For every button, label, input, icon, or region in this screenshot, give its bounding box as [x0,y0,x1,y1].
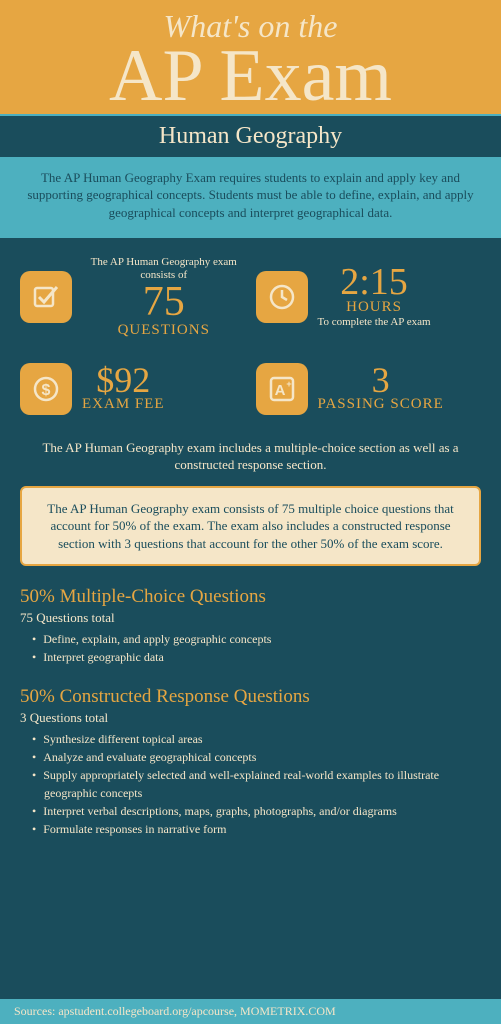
score-number: 3 [318,364,444,396]
main-content: The AP Human Geography exam consists of … [0,238,501,869]
list-item: Interpret geographic data [44,648,481,666]
questions-number: 75 [82,284,246,322]
cr-bullets: Synthesize different topical areas Analy… [20,730,481,838]
mc-bullets: Define, explain, and apply geographic co… [20,630,481,666]
list-item: Supply appropriately selected and well-e… [44,766,481,802]
grade-icon: A+ [256,363,308,415]
list-item: Formulate responses in narrative form [44,820,481,838]
list-item: Interpret verbal descriptions, maps, gra… [44,802,481,820]
sources-footer: Sources: apstudent.collegeboard.org/apco… [0,999,501,1024]
mc-title: 50% Multiple-Choice Questions [20,586,481,608]
fee-word: EXAM FEE [82,396,165,413]
clock-icon [256,271,308,323]
stat-score: A+ 3 PASSING SCORE [256,363,482,415]
header-banner: What's on the AP Exam [0,0,501,114]
svg-text:+: + [286,379,291,389]
list-item: Analyze and evaluate geographical concep… [44,748,481,766]
list-item: Define, explain, and apply geographic co… [44,630,481,648]
intro-text: The AP Human Geography Exam requires stu… [0,159,501,238]
time-sub: To complete the AP exam [318,316,431,329]
questions-lead: The AP Human Geography exam consists of [82,256,246,282]
svg-text:$: $ [42,382,51,399]
list-item: Synthesize different topical areas [44,730,481,748]
stat-questions: The AP Human Geography exam consists of … [20,256,246,339]
questions-word: QUESTIONS [82,322,246,339]
subtitle-bar: Human Geography [0,114,501,159]
time-word: HOURS [318,299,431,316]
stat-time: 2:15 HOURS To complete the AP exam [256,256,482,339]
time-number: 2:15 [318,265,431,299]
fee-number: $92 [82,364,165,396]
dollar-icon: $ [20,363,72,415]
score-word: PASSING SCORE [318,396,444,413]
cr-title: 50% Constructed Response Questions [20,686,481,708]
stat-fee: $ $92 EXAM FEE [20,363,246,415]
checkbox-icon [20,271,72,323]
cr-sub: 3 Questions total [20,710,481,726]
mc-sub: 75 Questions total [20,610,481,626]
header-main-text: AP Exam [0,45,501,108]
callout-box: The AP Human Geography exam consists of … [20,486,481,567]
stats-grid: The AP Human Geography exam consists of … [20,256,481,415]
svg-text:A: A [274,382,285,399]
subtitle-text: Human Geography [30,119,471,154]
mid-description: The AP Human Geography exam includes a m… [30,439,471,474]
